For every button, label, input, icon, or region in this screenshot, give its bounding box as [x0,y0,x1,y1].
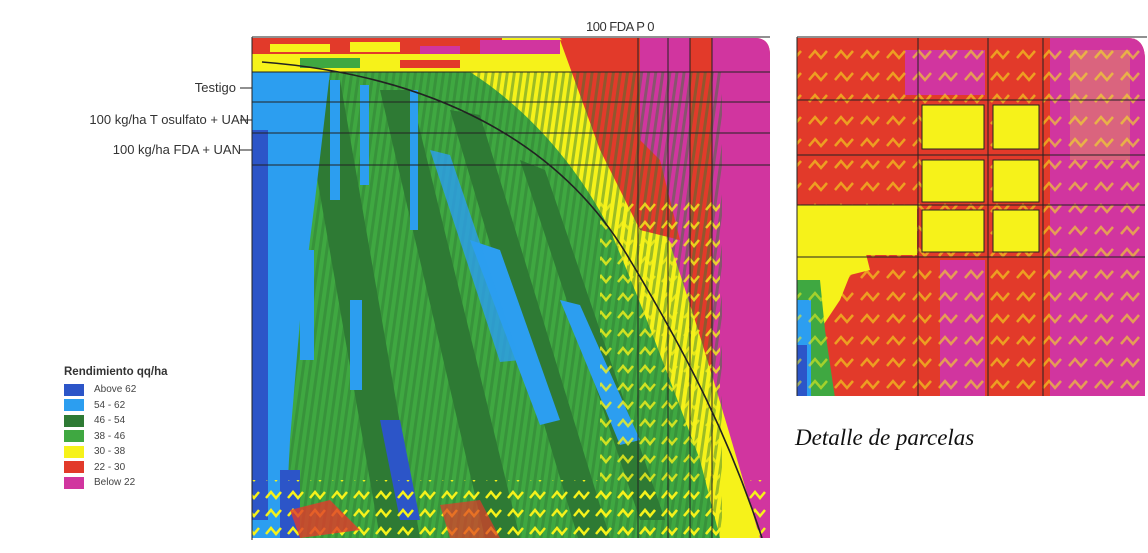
treatment-label-testigo: Testigo [194,80,236,95]
legend-label: 54 - 62 [94,399,126,411]
legend-swatch [64,476,84,489]
legend-item: 30 - 38 [64,444,168,460]
legend-label: 22 - 30 [94,461,126,473]
main-yield-map [252,38,770,538]
legend-swatch [64,430,84,443]
legend-swatch [64,461,84,474]
legend-swatch [64,399,84,412]
treatment-label-tiosulfato-uan: 100 kg/ha T osulfato + UAN [89,112,249,127]
legend-swatch [64,383,84,396]
treatment-label-fda-uan: 100 kg/ha FDA + UAN [112,142,241,157]
legend-item: 46 - 54 [64,413,168,429]
legend-item: 38 - 46 [64,429,168,445]
yield-legend: Rendimiento qq/ha Above 62 54 - 62 46 - 54… [64,366,168,491]
legend-swatch [64,414,84,427]
top-treatment-label: 100 FDA P 0 [586,19,654,34]
legend-label: 38 - 46 [94,430,126,442]
legend-label: 46 - 54 [94,415,126,427]
legend-item: Below 22 [64,475,168,491]
legend-items: Above 62 54 - 62 46 - 54 38 - 46 30 - 38 22 -… [64,382,168,491]
legend-label: 30 - 38 [94,446,126,458]
legend-swatch [64,445,84,458]
detail-caption: Detalle de parcelas [795,425,975,450]
legend-title: Rendimiento qq/ha [64,366,168,378]
legend-item: 22 - 30 [64,460,168,476]
legend-label: Below 22 [94,477,136,489]
legend-label: Above 62 [94,384,137,396]
detail-map [797,38,1145,396]
legend-item: Above 62 [64,382,168,398]
legend-item: 54 - 62 [64,398,168,414]
